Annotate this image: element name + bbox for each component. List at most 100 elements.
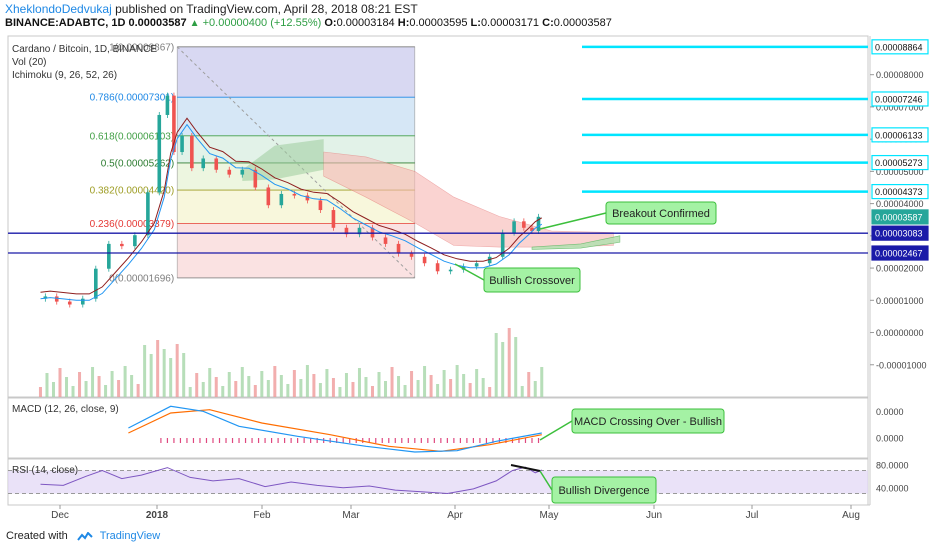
ichimoku-cloud-bull [531, 235, 621, 250]
macd-line [128, 405, 542, 453]
volume-bar [403, 385, 407, 397]
volume-bar [104, 385, 108, 397]
price-badge-label: 0.00003083 [875, 229, 923, 239]
volume-bar [188, 387, 192, 397]
chart-title: Cardano / Bitcoin, 1D, BINANCE [12, 44, 157, 55]
candle-body [227, 169, 232, 175]
tenkan-line [40, 123, 543, 301]
candle-body [43, 296, 48, 299]
symbol-label: BINANCE:ADABTC, 1D [5, 17, 126, 29]
volume-bar [468, 383, 472, 397]
macd-callout-box [571, 408, 725, 434]
price-badge [871, 91, 929, 107]
fib-level-label: 0.236(0.00003379) [90, 219, 175, 230]
time-tick-label: Dec [51, 510, 69, 521]
candle-body [487, 256, 492, 264]
candle-body [383, 237, 388, 244]
fib-level-label: 0.618(0.00006103) [90, 131, 175, 142]
volume-bar [195, 373, 199, 397]
candle-body [80, 298, 85, 305]
divergence-callout-box [551, 476, 657, 504]
candle-body [190, 135, 194, 169]
candle-body [536, 216, 541, 232]
volume-bar [501, 342, 505, 397]
ichimoku-cloud-early [242, 139, 324, 181]
volume-bar [540, 367, 544, 397]
fib-zone [177, 97, 415, 136]
price-badge [871, 245, 929, 261]
volume-bar [449, 379, 453, 397]
macd-pane [7, 397, 869, 459]
volume-bar [416, 380, 420, 397]
candle-body [240, 169, 245, 175]
ohlc-header: BINANCE:ADABTC, 1D 0.00003587 ▲ +0.00000… [5, 17, 612, 29]
candle-body [530, 227, 534, 232]
volume-bar [370, 386, 374, 397]
fib-level-label: 0.5(0.00005262) [101, 158, 174, 169]
volume-bar [169, 358, 173, 397]
volume-bar [214, 377, 218, 397]
volume-bar [117, 380, 121, 397]
price-badge-label: 0.00004373 [875, 187, 923, 197]
candle-body [500, 232, 505, 257]
candle-body [474, 263, 479, 267]
volume-bar [481, 378, 485, 397]
price-badge [871, 225, 929, 241]
candle-body [448, 269, 453, 272]
price-badge-label: 0.00003587 [875, 212, 923, 222]
volume-bar [65, 377, 69, 397]
fib-level-label: 0(0.00001696) [109, 273, 174, 284]
volume-bar [384, 381, 388, 397]
close-value: 0.00003587 [553, 17, 612, 29]
candle-body [94, 268, 98, 299]
volume-bar [299, 379, 303, 397]
fib-zone [177, 46, 415, 98]
publish-header: XheklondoDedvukaj published on TradingVi… [5, 2, 418, 16]
candle-body [305, 195, 310, 201]
volume-bar [423, 366, 427, 397]
volume-bar [201, 382, 205, 397]
volume-bar [45, 373, 49, 397]
candle-body [357, 227, 362, 235]
rsi-tick-label: 80.0000 [876, 460, 909, 470]
created-with: Created with [6, 530, 68, 542]
volume-bar [51, 382, 55, 397]
crossover-callout-pointer [454, 263, 485, 281]
divergence-line [510, 464, 541, 472]
candle-body [331, 210, 336, 228]
volume-bar [520, 386, 524, 397]
time-tick-label: 2018 [146, 510, 169, 521]
volume-bar [149, 354, 153, 397]
author-link[interactable]: XheklondoDedvukaj [5, 2, 112, 16]
volume-bar [227, 372, 231, 397]
close-label: C: [542, 17, 554, 29]
volume-bar [286, 384, 290, 397]
volume-bar [397, 376, 401, 397]
price-badge-label: 0.00005273 [875, 158, 923, 168]
time-tick-label: Jun [646, 510, 662, 521]
divergence-callout-label: Bullish Divergence [558, 485, 649, 497]
price-badge [871, 39, 929, 55]
time-tick-label: Aug [842, 510, 860, 521]
tradingview-brand[interactable]: TradingView [99, 530, 161, 542]
volume-bar [442, 370, 446, 397]
volume-bar [312, 374, 316, 397]
volume-bar [436, 384, 440, 397]
candle-body [214, 158, 219, 170]
breakout-callout-pointer [539, 212, 607, 230]
volume-bar [338, 387, 342, 397]
price-change: +0.00000400 (+12.55%) [202, 17, 322, 29]
volume-bar [364, 377, 368, 397]
crossover-callout-label: Bullish Crossover [489, 275, 575, 287]
volume-bar [455, 365, 459, 397]
volume-bar [377, 372, 381, 397]
volume-bar [533, 381, 537, 397]
volume-bar [514, 337, 518, 397]
volume-bar [123, 366, 127, 397]
crossover-callout-box [483, 267, 581, 293]
rsi-line [40, 466, 543, 495]
macd-tick-label: 0.0000 [876, 407, 904, 417]
price-tick-label: 0.00005000 [876, 167, 924, 177]
volume-bar [266, 380, 270, 397]
